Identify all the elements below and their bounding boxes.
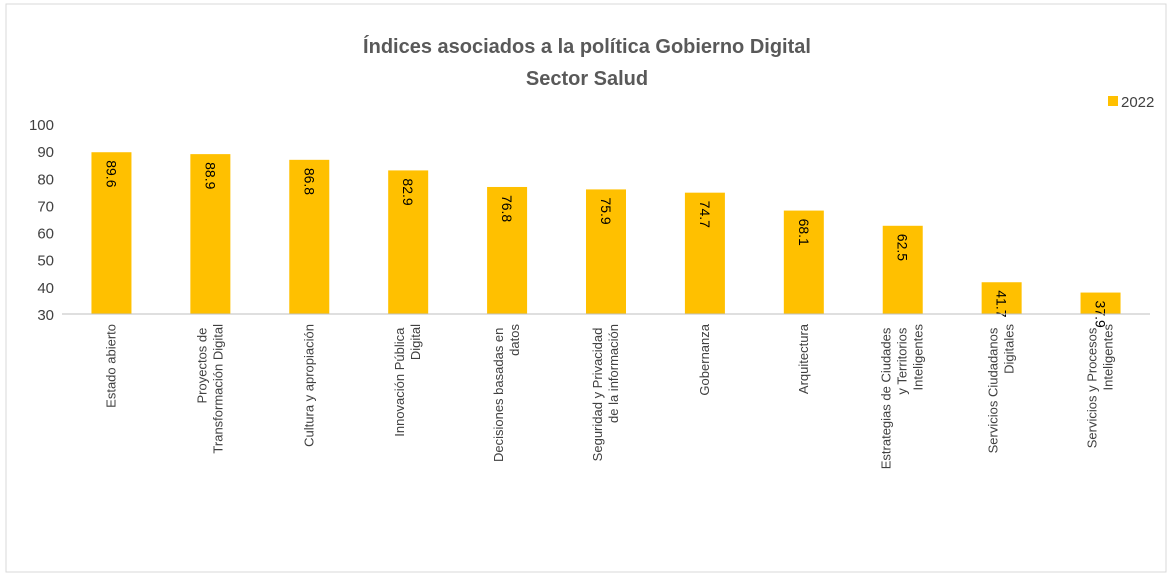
- bar: [388, 170, 429, 314]
- x-tick-label-line: Servicios Ciudadanos: [986, 324, 1001, 453]
- chart-subtitle: Sector Salud: [526, 68, 648, 90]
- bar: [289, 159, 330, 314]
- value-label: 74.7: [697, 201, 713, 228]
- x-tick-label: Gobernanza: [697, 323, 712, 395]
- x-tick-label: Innovación Pública Digital: [392, 324, 423, 437]
- x-tick-label: Arquitectura: [796, 323, 811, 394]
- x-tick-label-line: Gobernanza: [697, 323, 712, 395]
- value-label: 75.9: [598, 197, 614, 224]
- legend-swatch: [1108, 96, 1118, 106]
- value-label: 62.5: [895, 234, 911, 261]
- bar: [981, 282, 1022, 314]
- x-tick-label: Proyectos de Transformación Digital: [194, 324, 225, 454]
- value-label: 89.6: [103, 160, 119, 187]
- x-tick-label-line: Transformación Digital: [210, 324, 225, 454]
- x-tick-label-line: y Territorios: [895, 324, 910, 395]
- bar: [91, 152, 132, 314]
- x-tick-label-line: Arquitectura: [796, 323, 811, 394]
- bar: [586, 189, 626, 314]
- bar: [882, 225, 923, 314]
- x-tick-label: Seguridad y Privacidad de la información: [590, 324, 621, 461]
- x-tick-label-line: Inteligentes: [1101, 324, 1116, 391]
- x-tick-label-line: Estrategias de Ciudades: [879, 324, 894, 469]
- bar: [684, 192, 725, 314]
- x-tick-label: Decisiones basadas en datos: [491, 324, 522, 463]
- x-tick-label: Estrategias de Ciudades y Territorios In…: [879, 324, 926, 470]
- y-tick-label: 50: [37, 253, 54, 270]
- x-tick-label-line: Servicios y Procesos: [1085, 324, 1100, 448]
- value-label: 68.1: [796, 219, 812, 246]
- x-tick-label-line: Decisiones basadas en: [491, 324, 506, 462]
- y-tick-label: 100: [29, 117, 54, 134]
- value-label: 41.7: [994, 290, 1010, 317]
- x-tick-label: Estado abierto: [103, 324, 118, 408]
- x-tick-label-line: Estado abierto: [103, 324, 118, 408]
- x-tick-label: Servicios Ciudadanos Digitales: [986, 324, 1017, 454]
- x-tick-label-line: Proyectos de: [194, 324, 209, 404]
- x-tick-label: Cultura y apropiación: [301, 324, 316, 447]
- y-tick-label: 70: [37, 198, 54, 215]
- x-tick-label-line: de la información: [606, 324, 621, 423]
- value-label: 82.9: [400, 178, 416, 205]
- x-tick-label-line: Innovación Pública: [392, 324, 407, 437]
- x-tick-label-line: Seguridad y Privacidad: [590, 324, 605, 461]
- bar: [783, 210, 824, 314]
- y-tick-label: 40: [37, 280, 54, 297]
- bar: [487, 186, 528, 314]
- x-tick-label: Servicios y Procesos Inteligentes: [1085, 324, 1116, 449]
- y-tick-label: 30: [37, 307, 54, 324]
- bar: [190, 154, 231, 314]
- x-tick-label-line: Digital: [408, 324, 423, 360]
- x-tick-label-line: Digitales: [1002, 324, 1017, 374]
- value-label: 86.8: [301, 168, 317, 195]
- x-tick-label-line: Inteligentes: [911, 324, 926, 391]
- legend-label: 2022: [1121, 94, 1154, 111]
- y-tick-label: 90: [37, 144, 54, 161]
- bar: [1080, 292, 1121, 314]
- y-tick-label: 60: [37, 226, 54, 243]
- y-tick-label: 80: [37, 171, 54, 188]
- x-tick-label-line: Cultura y apropiación: [301, 324, 316, 447]
- value-label: 76.8: [499, 195, 515, 222]
- chart-title: Índices asociados a la política Gobierno…: [363, 35, 811, 58]
- value-label: 88.9: [202, 162, 218, 189]
- x-tick-label-line: datos: [507, 324, 522, 356]
